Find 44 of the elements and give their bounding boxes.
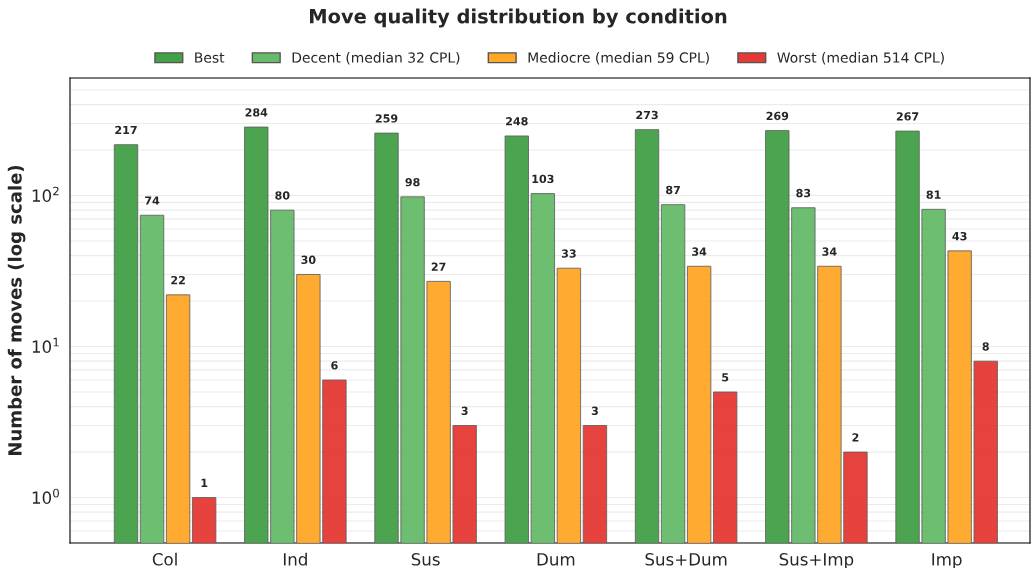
data-label: 34 bbox=[822, 247, 837, 256]
data-label: 22 bbox=[171, 275, 185, 285]
data-label: 2 bbox=[852, 433, 859, 442]
y-tick-label: 10$^{2}$ bbox=[32, 186, 59, 202]
data-label: 83 bbox=[796, 188, 811, 198]
data-label: 34 bbox=[692, 247, 707, 256]
data-label: 6 bbox=[331, 361, 338, 370]
data-label: 217 bbox=[115, 125, 137, 135]
data-label: 267 bbox=[896, 112, 919, 121]
data-label: 1 bbox=[201, 478, 208, 487]
legend-label: Decent (median 32 CPL) bbox=[292, 52, 460, 65]
x-tick-label: Col bbox=[152, 552, 177, 566]
legend-label: Mediocre (median 59 CPL) bbox=[528, 52, 709, 65]
data-label: 30 bbox=[301, 255, 316, 264]
data-label: 103 bbox=[532, 174, 554, 184]
y-tick-label: 10$^{0}$ bbox=[32, 488, 59, 504]
data-label: 98 bbox=[405, 177, 420, 187]
data-label: 43 bbox=[952, 231, 967, 241]
data-label: 3 bbox=[461, 406, 468, 415]
data-label: 33 bbox=[561, 249, 576, 258]
data-label: 3 bbox=[591, 406, 598, 415]
data-label: 74 bbox=[145, 196, 160, 205]
data-label: 5 bbox=[722, 373, 729, 382]
data-label: 80 bbox=[275, 191, 290, 200]
legend-label: Worst (median 514 CPL) bbox=[777, 52, 944, 65]
y-tick-label: 10$^{1}$ bbox=[32, 337, 59, 353]
legend-label: Best bbox=[195, 52, 225, 63]
x-tick-label: Sus bbox=[411, 553, 440, 566]
data-label: 87 bbox=[666, 185, 680, 195]
data-label: 273 bbox=[636, 110, 658, 120]
x-tick-label: Sus+Imp bbox=[779, 553, 854, 568]
x-tick-label: Ind bbox=[283, 552, 307, 566]
data-label: 81 bbox=[926, 190, 941, 199]
data-label: 248 bbox=[506, 117, 528, 126]
x-tick-label: Imp bbox=[932, 553, 962, 568]
data-label: 259 bbox=[375, 114, 398, 123]
y-axis-title: Number of moves (log scale) bbox=[7, 165, 26, 456]
data-label: 27 bbox=[431, 262, 446, 271]
data-label: 8 bbox=[982, 342, 989, 351]
data-label: 284 bbox=[245, 108, 268, 117]
chart-title: Move quality distribution by condition bbox=[310, 8, 727, 28]
x-tick-label: Sus+Dum bbox=[645, 553, 727, 566]
data-label: 269 bbox=[766, 111, 789, 121]
x-tick-label: Dum bbox=[537, 553, 575, 566]
